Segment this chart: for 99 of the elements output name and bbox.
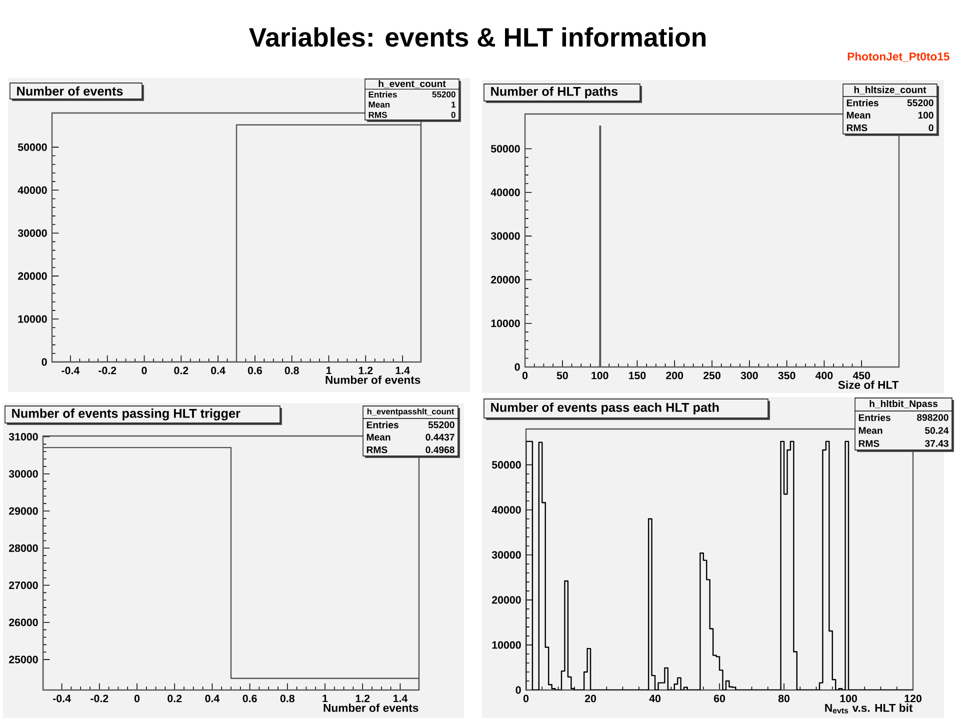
y-tick-label: 28000: [9, 544, 38, 552]
x-tick-label: 20: [584, 694, 596, 702]
y-tick-label: 10000: [491, 320, 520, 328]
x-tick-label: 0: [142, 366, 147, 374]
y-tick-label: 30000: [18, 229, 47, 237]
text: 55200: [432, 91, 456, 98]
x-tick-label: 0.2: [174, 366, 188, 374]
x-tick-label: 0.6: [242, 694, 257, 702]
y-tick-label: 30000: [492, 551, 521, 559]
y-tick-label: 20000: [491, 276, 520, 284]
y-tick-label: 27000: [9, 582, 38, 590]
x-tick-label: 250: [703, 372, 720, 380]
text: 0: [928, 124, 934, 132]
text: 55200: [428, 421, 454, 428]
x-tick-label: 0.4: [205, 694, 220, 702]
x-tick-label: 120: [904, 694, 922, 702]
text: 0.4968: [426, 446, 454, 454]
x-tick-label: 0.6: [248, 366, 262, 374]
y-tick-label: 29000: [9, 507, 38, 515]
x-tick-label: 1.2: [358, 366, 373, 374]
x-tick-label: 100: [840, 694, 857, 702]
text: h_hltsize_count: [854, 86, 926, 94]
x-axis-title: Size of HLT: [838, 380, 899, 389]
x-tick-label: 1: [322, 694, 328, 702]
text: Entries: [368, 91, 397, 98]
x-tick-label: 40: [649, 694, 661, 702]
x-tick-label: -0.2: [98, 366, 116, 374]
text: 0: [451, 112, 456, 118]
x-axis-title: N$_{evts}$ v.s. HLT bit: [825, 704, 913, 714]
x-tick-label: 1.4: [396, 366, 410, 374]
y-tick-label: 40000: [18, 186, 47, 194]
y-tick-label: 0: [516, 686, 521, 694]
x-tick-label: 1.2: [356, 694, 370, 702]
x-tick-label: 350: [778, 372, 796, 380]
text: h_event_count: [378, 80, 446, 88]
y-tick-label: 26000: [9, 618, 38, 626]
y-tick-label: 30000: [490, 232, 520, 240]
text: 50.24: [925, 427, 949, 434]
text: Entries: [846, 99, 878, 106]
text: Mean: [368, 102, 390, 108]
chart-title: Number of events passing HLT trigger: [12, 408, 240, 420]
x-tick-label: 0.2: [168, 694, 182, 702]
x-tick-label: 0.8: [280, 694, 294, 702]
x-tick-label: 150: [628, 372, 646, 380]
x-tick-label: 0.8: [284, 366, 299, 374]
y-tick-label: 31000: [8, 432, 38, 441]
x-tick-label: 60: [714, 694, 726, 702]
x-tick-label: 0.4: [211, 366, 226, 374]
x-tick-label: -0.4: [53, 694, 71, 702]
text: 100: [918, 112, 934, 119]
y-tick-label: 50000: [492, 461, 521, 469]
text: 1: [452, 102, 456, 108]
annotation: RMS: [858, 440, 880, 447]
annotation: Mean: [846, 112, 870, 119]
x-tick-label: 1: [326, 366, 332, 374]
annotation: Mean: [366, 434, 390, 441]
y-tick-label: 50000: [18, 143, 47, 151]
y-tick-label: 20000: [18, 272, 47, 280]
text: h_hltbit_Npass: [870, 400, 938, 409]
chart-title: Number of events pass each HLT path: [491, 402, 719, 414]
text: h_eventpasshlt_count: [367, 408, 454, 416]
y-tick-label: 10000: [492, 641, 521, 649]
y-tick-label: 30000: [8, 470, 38, 478]
x-tick-label: 0: [522, 372, 528, 380]
x-tick-label: -0.2: [90, 694, 108, 702]
x-tick-label: 80: [778, 694, 790, 702]
y-tick-label: 40000: [490, 188, 520, 196]
annotation: RMS: [366, 446, 388, 454]
annotation: Mean: [858, 427, 882, 434]
chart-title: Number of events: [17, 86, 123, 96]
x-axis-title: Number of events: [324, 704, 418, 712]
x-tick-label: 0: [523, 694, 529, 702]
x-tick-label: 300: [740, 372, 758, 380]
text: 0.4437: [426, 434, 454, 441]
text: 898200: [917, 414, 948, 421]
x-tick-label: 50: [556, 372, 568, 380]
y-tick-label: 20000: [492, 596, 521, 604]
annotation: RMS: [846, 124, 868, 132]
y-tick-label: 10000: [18, 315, 47, 323]
y-tick-label: 25000: [9, 656, 38, 664]
x-tick-label: 100: [592, 372, 608, 380]
text: Entries: [366, 421, 398, 428]
x-tick-label: 0: [134, 694, 140, 702]
x-axis-title: Number of events: [326, 376, 420, 384]
chart-title: Number of HLT paths: [491, 86, 618, 98]
x-tick-label: 200: [666, 372, 684, 380]
x-tick-label: 400: [815, 372, 833, 380]
text: PhotonJet_Pt0to15: [848, 52, 950, 62]
text: 55200: [907, 99, 934, 106]
y-tick-label: 0: [42, 358, 47, 366]
x-tick-label: 1.4: [393, 694, 408, 702]
x-tick-label: 450: [852, 372, 870, 380]
y-tick-label: 50000: [490, 144, 520, 153]
x-tick-label: -0.4: [62, 366, 80, 374]
text: Variables: events & HLT information: [249, 27, 706, 47]
y-tick-label: 40000: [492, 506, 521, 514]
annotation: RMS: [368, 112, 387, 118]
text: Entries: [858, 414, 890, 422]
text: 37.43: [924, 440, 948, 447]
